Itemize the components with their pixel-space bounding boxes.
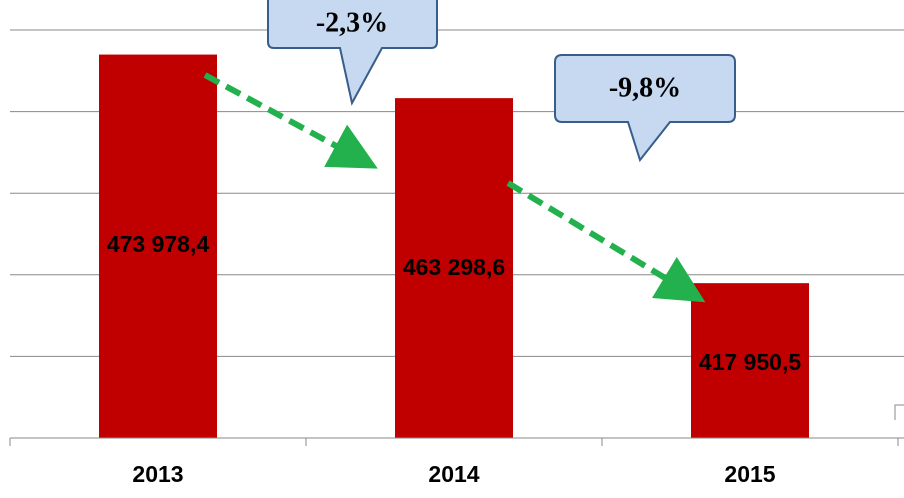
annotation: -2,3% <box>316 7 388 38</box>
data-label: 473 978,4 <box>107 231 210 257</box>
callout <box>554 54 736 163</box>
x-tick-label: 2013 <box>132 461 183 487</box>
bar <box>395 98 513 438</box>
data-label: 417 950,5 <box>699 349 802 375</box>
trend-arrow <box>203 72 378 169</box>
x-tick-label: 2015 <box>724 461 775 487</box>
annotation: -9,8% <box>609 72 681 103</box>
data-label: 463 298,6 <box>403 254 505 280</box>
x-tick-label: 2014 <box>428 461 479 487</box>
trend-arrow <box>506 180 706 303</box>
frame-corner <box>894 404 904 420</box>
bars <box>99 54 809 439</box>
bar <box>99 54 217 439</box>
callout <box>267 0 438 106</box>
bar <box>691 283 809 438</box>
